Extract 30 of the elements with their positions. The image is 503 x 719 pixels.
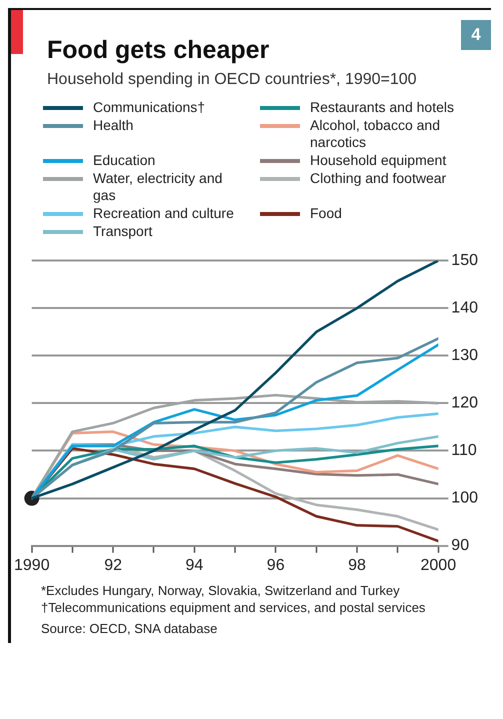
x-tick-label: 1990	[14, 556, 50, 574]
legend-label: Food	[310, 205, 343, 222]
y-tick-label: 110	[451, 442, 477, 460]
legend-label: Household equipment	[310, 152, 448, 169]
legend-label: Communications†	[93, 99, 206, 116]
text: 4	[461, 20, 491, 50]
text: *Excludes Hungary, Norway, Slovakia, Switzerland and Turkey	[41, 582, 401, 599]
chart-subtitle: Household spending in OECD countries*, 1990=100	[46, 70, 418, 89]
x-tick-label: 96	[266, 556, 285, 574]
chart-title: Food gets cheaper	[47, 36, 270, 64]
y-tick-label: 90	[451, 537, 470, 554]
text: †Telecommunications equipment and services, and postal services	[41, 599, 426, 616]
source-note: Source: OECD, SNA database	[41, 620, 218, 637]
legend-label: Clothing and footwear	[310, 170, 448, 187]
y-tick-label: 100	[451, 490, 478, 507]
x-tick-label: 94	[186, 556, 204, 574]
legend-label: Recreation and culture	[93, 205, 235, 222]
y-tick-label: 150	[451, 252, 478, 270]
legend-label: Education	[93, 152, 156, 169]
legend-label: Health	[93, 117, 134, 134]
y-tick-label: 140	[451, 300, 478, 317]
legend-label: Restaurants and hotels	[310, 99, 455, 116]
legend-label: Water, electricity and gas	[93, 170, 224, 204]
legend-label: Alcohol, tobacco and narcotics	[310, 117, 441, 151]
y-tick-label: 120	[451, 394, 478, 412]
y-tick-label: 130	[451, 347, 478, 364]
x-tick-label: 98	[348, 556, 366, 574]
x-tick-label: 2000	[420, 556, 456, 574]
x-tick-label: 92	[104, 556, 122, 574]
legend-label: Transport	[93, 223, 154, 240]
